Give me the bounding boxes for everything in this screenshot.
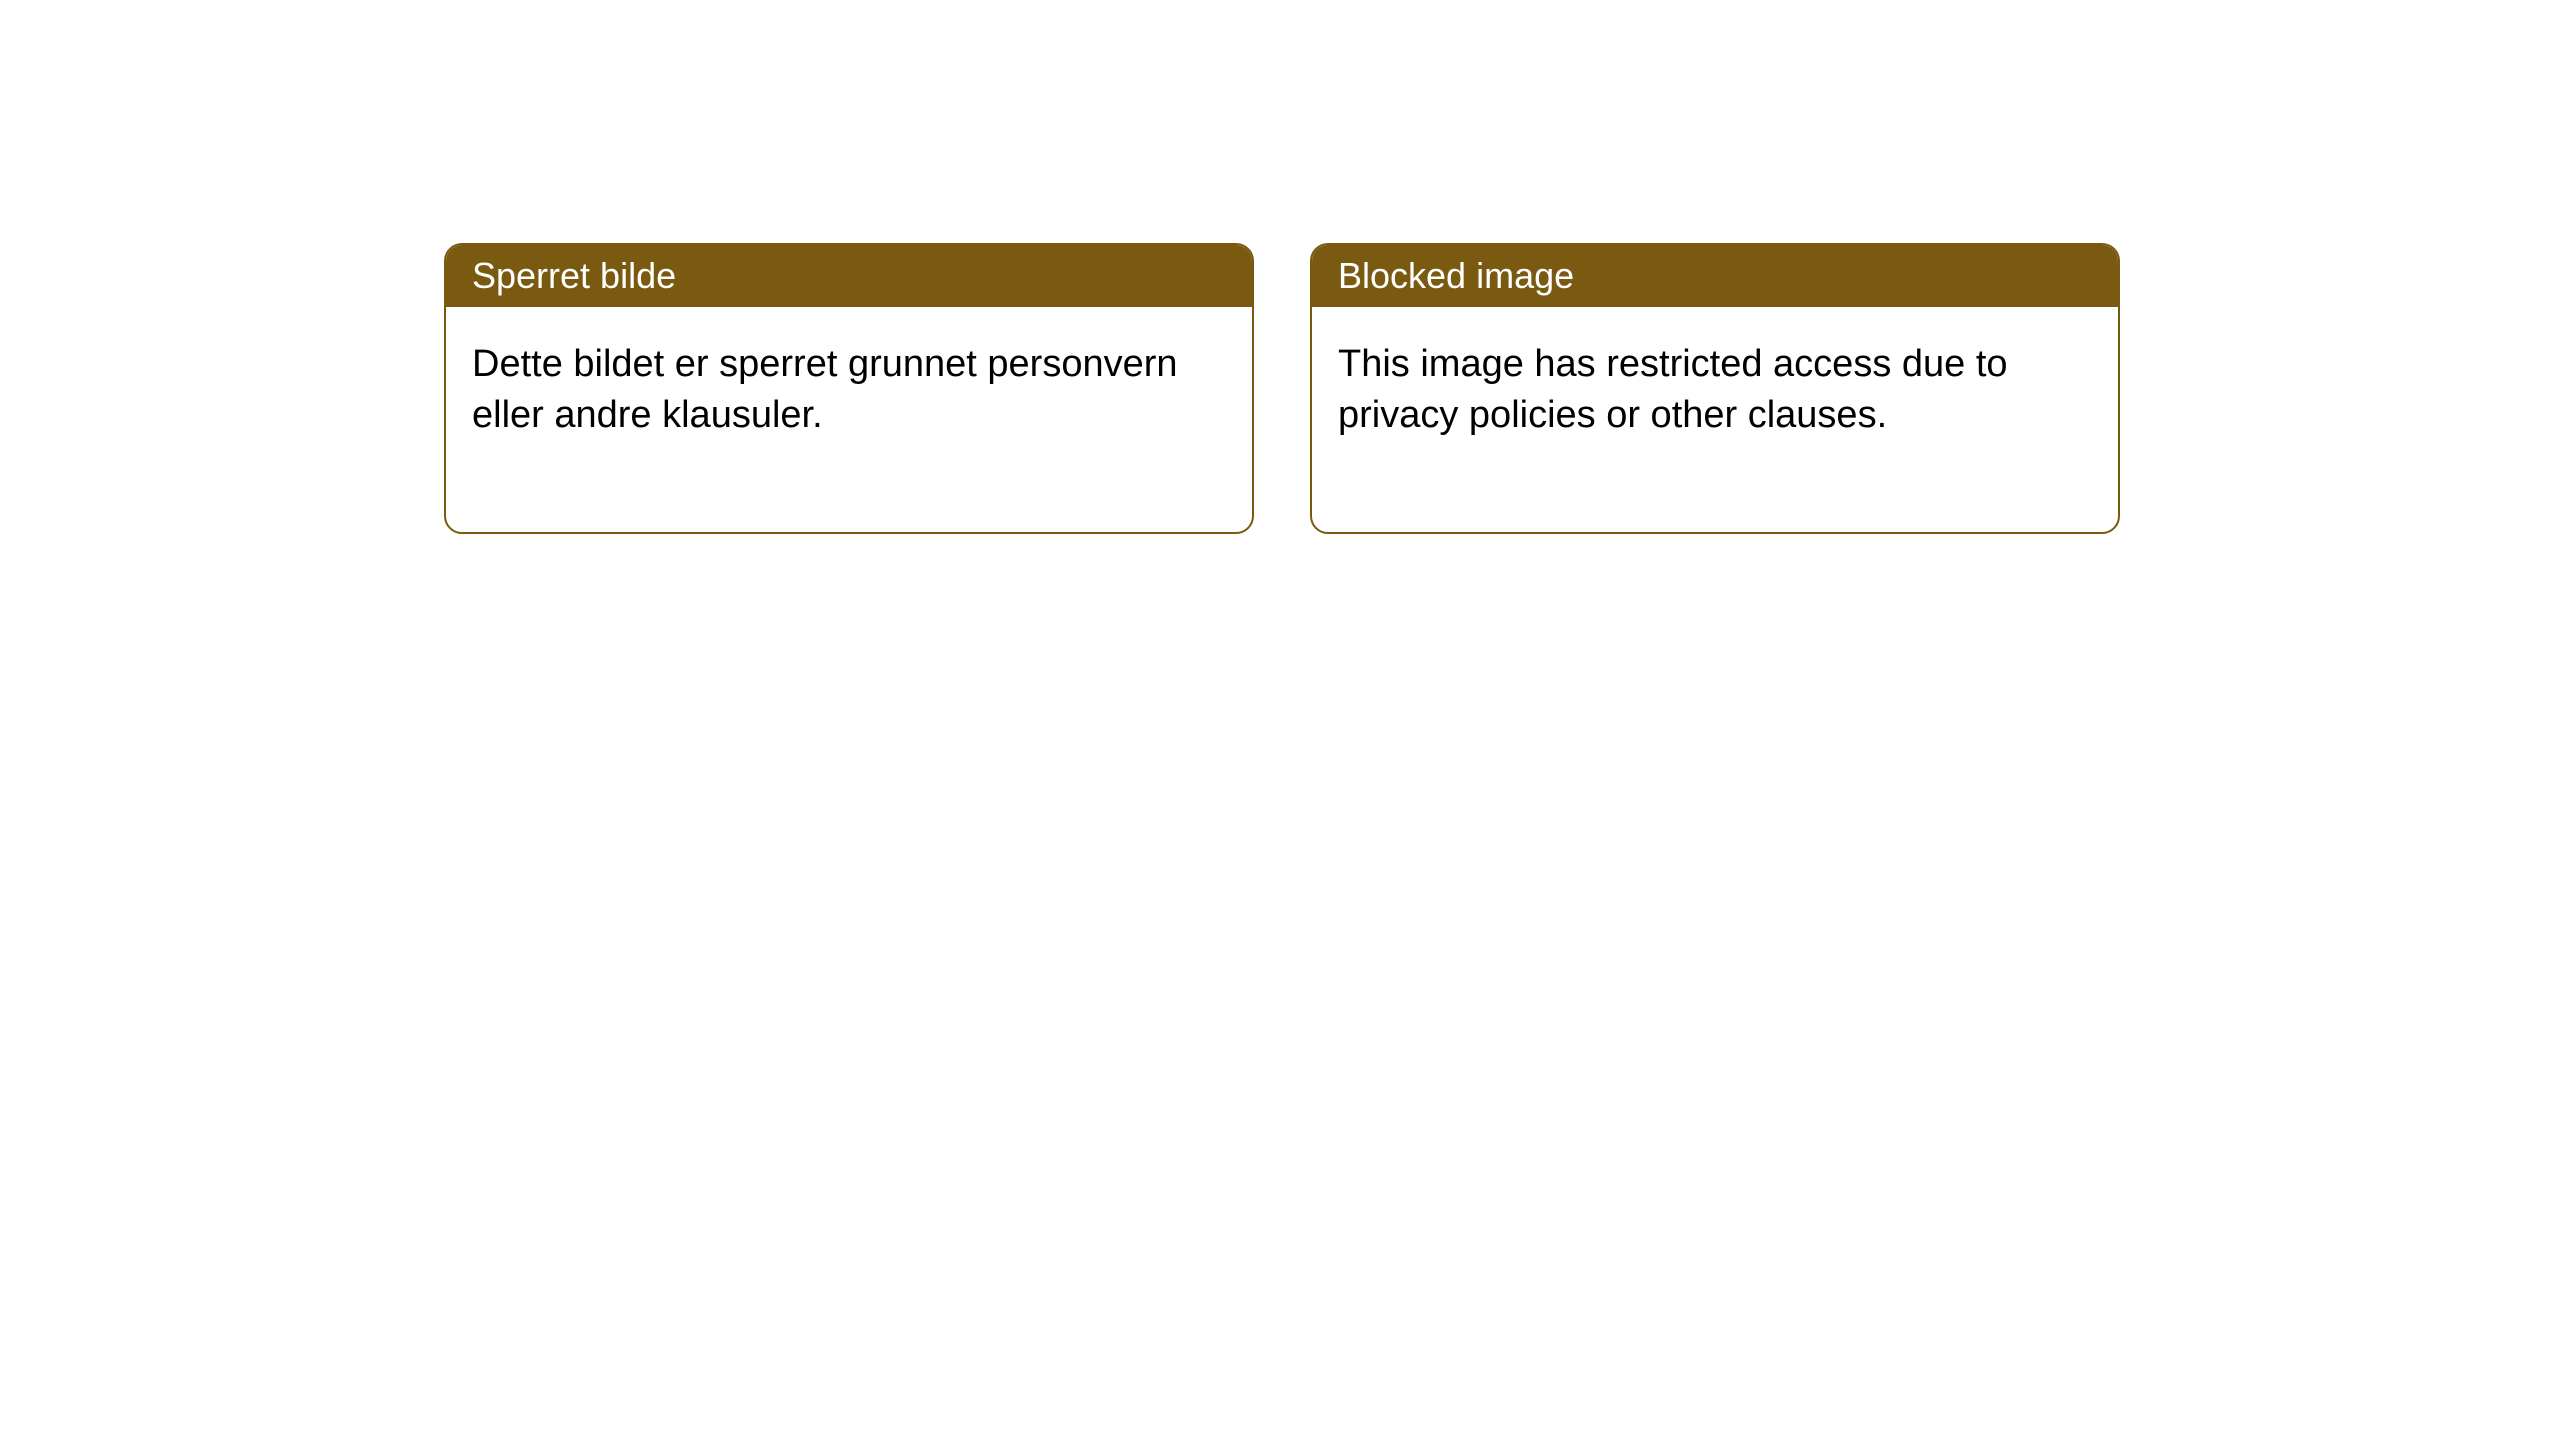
notice-container: Sperret bilde Dette bildet er sperret gr…	[0, 0, 2560, 534]
notice-body-english: This image has restricted access due to …	[1312, 307, 2118, 532]
notice-header-norwegian: Sperret bilde	[446, 245, 1252, 307]
notice-header-english: Blocked image	[1312, 245, 2118, 307]
notice-card-english: Blocked image This image has restricted …	[1310, 243, 2120, 534]
notice-body-norwegian: Dette bildet er sperret grunnet personve…	[446, 307, 1252, 532]
notice-card-norwegian: Sperret bilde Dette bildet er sperret gr…	[444, 243, 1254, 534]
